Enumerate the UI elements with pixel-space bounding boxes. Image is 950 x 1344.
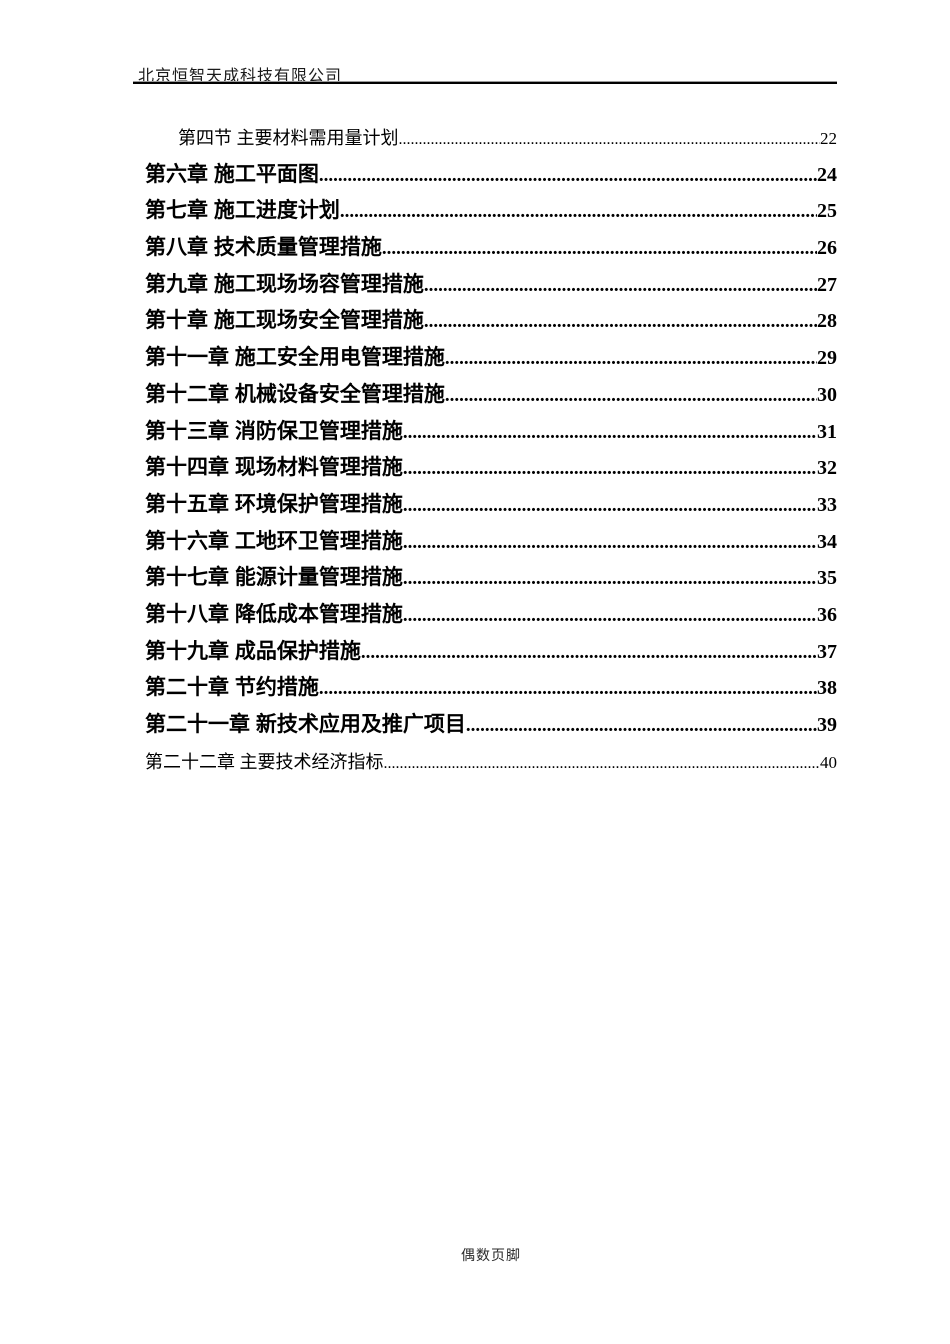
toc-dot-leader: [403, 415, 817, 452]
toc-entry-title: 第十五章 环境保护管理措施: [145, 492, 403, 516]
toc-entry[interactable]: 第九章 施工现场场容管理措施 27: [145, 267, 837, 304]
toc-entry[interactable]: 第二十二章 主要技术经济指标 40: [145, 744, 837, 781]
toc-entry[interactable]: 第四节 主要材料需用量计划 22: [145, 120, 837, 157]
toc-entry-page-number: 36: [817, 603, 837, 626]
toc-dot-leader: [319, 158, 817, 195]
toc-entry[interactable]: 第十三章 消防保卫管理措施 31: [145, 414, 837, 451]
toc-dot-leader: [403, 525, 817, 562]
header-rule: [133, 81, 837, 84]
toc-entry-title: 第九章 施工现场场容管理措施: [145, 272, 424, 296]
toc-dot-leader: [403, 488, 817, 525]
toc-entry[interactable]: 第十章 施工现场安全管理措施 28: [145, 303, 837, 340]
toc-entry-title: 第十九章 成品保护措施: [145, 639, 361, 663]
toc-entry[interactable]: 第八章 技术质量管理措施 26: [145, 230, 837, 267]
toc-dot-leader: [384, 746, 821, 783]
toc-entry-page-number: 40: [820, 752, 837, 772]
toc-dot-leader: [424, 304, 817, 341]
toc-dot-leader: [445, 341, 817, 378]
toc-entry-page-number: 24: [817, 163, 837, 186]
toc-entry[interactable]: 第十四章 现场材料管理措施 32: [145, 450, 837, 487]
toc-entry-title: 第十章 施工现场安全管理措施: [145, 309, 424, 333]
toc-entry[interactable]: 第十五章 环境保护管理措施 33: [145, 487, 837, 524]
toc-entry-page-number: 37: [817, 640, 837, 663]
toc-entry-page-number: 34: [817, 530, 837, 553]
toc-entry-title: 第十三章 消防保卫管理措施: [145, 419, 403, 443]
toc-entry-page-number: 27: [817, 273, 837, 296]
toc-dot-leader: [403, 451, 817, 488]
toc-dot-leader: [340, 194, 817, 231]
toc-dot-leader: [361, 635, 817, 672]
toc-entry-page-number: 22: [820, 129, 837, 148]
toc-entry-title: 第四节 主要材料需用量计划: [178, 128, 399, 148]
toc-entry-page-number: 39: [817, 714, 837, 736]
toc-entry[interactable]: 第二十章 节约措施 38: [145, 670, 837, 707]
toc-list: 第四节 主要材料需用量计划 22 第六章 施工平面图 24 第七章 施工进度计划…: [145, 120, 837, 780]
toc-dot-leader: [319, 671, 817, 708]
toc-entry-title: 第八章 技术质量管理措施: [145, 236, 382, 260]
toc-dot-leader: [382, 231, 817, 268]
toc-entry[interactable]: 第二十一章 新技术应用及推广项目 39: [145, 707, 837, 744]
toc-entry-title: 第二十一章 新技术应用及推广项目: [145, 713, 466, 736]
toc-entry[interactable]: 第十九章 成品保护措施 37: [145, 634, 837, 671]
toc-entry-page-number: 33: [817, 493, 837, 516]
toc-entry-title: 第十六章 工地环卫管理措施: [145, 529, 403, 553]
toc-dot-leader: [403, 561, 817, 598]
toc-entry-title: 第二十章 节约措施: [145, 676, 319, 700]
footer-text: 偶数页脚: [461, 1249, 521, 1264]
toc-dot-leader: [403, 598, 817, 635]
toc-entry-title: 第六章 施工平面图: [145, 162, 319, 186]
toc-entry-page-number: 38: [817, 677, 837, 700]
toc-entry-page-number: 32: [817, 457, 837, 480]
toc-entry-page-number: 35: [817, 567, 837, 590]
toc-entry-page-number: 28: [817, 310, 837, 333]
toc-entry-title: 第七章 施工进度计划: [145, 199, 340, 223]
toc-entry-page-number: 30: [817, 383, 837, 406]
toc-entry[interactable]: 第十二章 机械设备安全管理措施 30: [145, 377, 837, 414]
toc-dot-leader: [445, 378, 817, 415]
toc-entry-title: 第二十二章 主要技术经济指标: [145, 751, 384, 772]
toc-entry-page-number: 31: [817, 420, 837, 443]
toc-entry-page-number: 26: [817, 237, 837, 260]
toc-entry-title: 第十八章 降低成本管理措施: [145, 602, 403, 626]
toc-entry[interactable]: 第七章 施工进度计划 25: [145, 193, 837, 230]
toc-entry[interactable]: 第六章 施工平面图 24: [145, 157, 837, 194]
header-company-name: 北京恒智天成科技有限公司: [138, 68, 343, 85]
toc-entry-title: 第十二章 机械设备安全管理措施: [145, 382, 445, 406]
toc-dot-leader: [399, 122, 821, 159]
toc-dot-leader: [466, 708, 817, 745]
toc-entry-page-number: 29: [817, 347, 837, 370]
toc-dot-leader: [424, 268, 817, 305]
toc-entry[interactable]: 第十六章 工地环卫管理措施 34: [145, 524, 837, 561]
toc-entry-title: 第十四章 现场材料管理措施: [145, 456, 403, 480]
toc-entry[interactable]: 第十八章 降低成本管理措施 36: [145, 597, 837, 634]
toc-entry[interactable]: 第十一章 施工安全用电管理措施 29: [145, 340, 837, 377]
toc-entry-title: 第十一章 施工安全用电管理措施: [145, 346, 445, 370]
toc-entry-title: 第十七章 能源计量管理措施: [145, 566, 403, 590]
toc-entry[interactable]: 第十七章 能源计量管理措施 35: [145, 560, 837, 597]
toc-entry-page-number: 25: [817, 200, 837, 223]
